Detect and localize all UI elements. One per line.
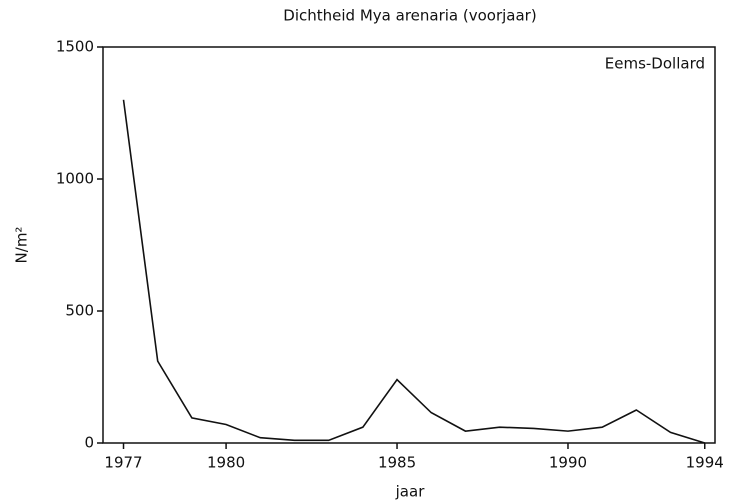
plot-frame bbox=[102, 46, 716, 444]
y-axis-label: N/m² bbox=[13, 227, 31, 264]
data-line bbox=[122, 99, 705, 444]
x-tick-label: 1994 bbox=[686, 454, 724, 472]
y-tick-label: 1500 bbox=[56, 38, 94, 56]
y-tick-label: 1000 bbox=[56, 170, 94, 188]
chart-title: Dichtheid Mya arenaria (voorjaar) bbox=[283, 7, 536, 25]
y-tick-label: 0 bbox=[84, 434, 94, 452]
y-tick-label: 500 bbox=[65, 302, 94, 320]
annotation: Eems-Dollard bbox=[605, 55, 705, 73]
x-tick-label: 1977 bbox=[104, 454, 142, 472]
x-tick-label: 1980 bbox=[207, 454, 245, 472]
x-tick-label: 1985 bbox=[378, 454, 416, 472]
x-tick-label: 1990 bbox=[549, 454, 587, 472]
x-axis-label: jaar bbox=[395, 483, 426, 501]
